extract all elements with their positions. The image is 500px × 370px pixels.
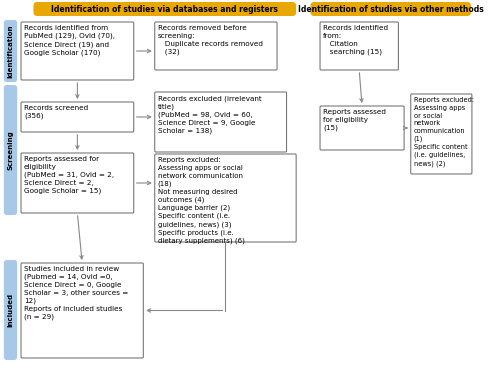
FancyBboxPatch shape — [320, 22, 398, 70]
Text: Reports assessed
for eligibility
(15): Reports assessed for eligibility (15) — [323, 109, 386, 131]
FancyBboxPatch shape — [310, 2, 471, 16]
Text: Records excluded (irrelevant
title)
(PubMed = 98, Ovid = 60,
Science Direct = 9,: Records excluded (irrelevant title) (Pub… — [158, 95, 262, 134]
FancyBboxPatch shape — [4, 260, 17, 360]
Text: Records identified from
PubMed (129), Ovid (70),
Science Direct (19) and
Google : Records identified from PubMed (129), Ov… — [24, 25, 115, 56]
Text: Records identified
from:
   Citation
   searching (15): Records identified from: Citation search… — [323, 25, 388, 55]
FancyBboxPatch shape — [155, 22, 277, 70]
Text: Screening: Screening — [8, 130, 14, 170]
FancyBboxPatch shape — [411, 94, 472, 174]
Text: Records screened
(356): Records screened (356) — [24, 105, 88, 119]
Text: Records removed before
screening:
   Duplicate records removed
   (32): Records removed before screening: Duplic… — [158, 25, 262, 55]
Text: Reports assessed for
eligibility
(PubMed = 31, Ovid = 2,
Science Direct = 2,
Goo: Reports assessed for eligibility (PubMed… — [24, 156, 114, 194]
FancyBboxPatch shape — [34, 2, 296, 16]
Text: Identification: Identification — [8, 24, 14, 78]
FancyBboxPatch shape — [155, 154, 296, 242]
FancyBboxPatch shape — [155, 92, 286, 152]
Text: Reports excluded:
Assessing apps
or social
network
communication
(1)
Specific co: Reports excluded: Assessing apps or soci… — [414, 97, 474, 166]
FancyBboxPatch shape — [21, 153, 134, 213]
Text: Included: Included — [8, 293, 14, 327]
FancyBboxPatch shape — [21, 263, 144, 358]
FancyBboxPatch shape — [4, 20, 17, 82]
FancyBboxPatch shape — [4, 85, 17, 215]
FancyBboxPatch shape — [21, 102, 134, 132]
Text: Reports excluded:
Assessing apps or social
network communication
(18)
Not measur: Reports excluded: Assessing apps or soci… — [158, 157, 244, 244]
Text: Identification of studies via other methods: Identification of studies via other meth… — [298, 4, 484, 13]
FancyBboxPatch shape — [21, 22, 134, 80]
Text: Studies included in review
(Pubmed = 14, Ovid =0,
Science Direct = 0, Google
Sch: Studies included in review (Pubmed = 14,… — [24, 266, 128, 320]
Text: Identification of studies via databases and registers: Identification of studies via databases … — [52, 4, 278, 13]
FancyBboxPatch shape — [320, 106, 404, 150]
